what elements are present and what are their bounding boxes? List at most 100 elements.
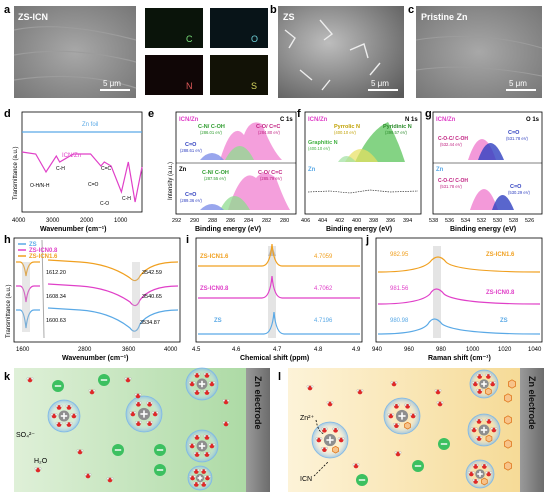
tick-label: 1020	[498, 347, 512, 353]
peak-value: (286.01 eV)	[200, 130, 222, 135]
sample-tag: ICN/Zn	[308, 117, 328, 123]
tick-label: 284	[244, 218, 253, 224]
eds-map-n	[145, 55, 203, 95]
fit-peak	[478, 143, 504, 160]
peak-label: C=O	[185, 142, 197, 148]
tick-label: 960	[404, 347, 415, 353]
tick-label: 406	[301, 218, 310, 224]
panel-letter-l: l	[278, 371, 281, 383]
tick-label: 3600	[122, 347, 136, 353]
peak-value: (289.36 eV)	[180, 198, 202, 203]
annotation-cc: C=C	[101, 166, 112, 172]
electrode-label: Zn electrode	[527, 376, 537, 430]
legend-zs-icn0.8: ZS-ICN0.8	[29, 248, 58, 254]
sulfate-label: SO₄²⁻	[16, 432, 35, 439]
eds-label-c: C	[186, 34, 193, 44]
x-axis-label: Binding energy (eV)	[326, 226, 392, 233]
spectrum-zs	[377, 318, 541, 335]
spectrum-zs-icn1.6	[198, 243, 360, 267]
peak-value: (400.10 eV)	[308, 146, 330, 151]
tick-label: 536	[445, 218, 454, 224]
peak-value: (531.78 eV)	[440, 184, 462, 189]
series-label: ZS-ICN0.8	[486, 290, 515, 296]
peak-value: (285.79 eV)	[260, 176, 282, 181]
eds-map-c	[145, 8, 203, 48]
series-value: 4.7062	[314, 286, 333, 292]
edge-tag: C 1s	[280, 117, 293, 123]
edge-tag: N 1s	[405, 117, 418, 123]
panel-letter-a: a	[4, 4, 11, 16]
series-label: ZS-ICN1.6	[200, 254, 229, 260]
legend-zn-foil: Zn foil	[82, 122, 98, 128]
fit-peak	[492, 195, 514, 210]
y-axis-label: Intensity (a.u.)	[168, 162, 174, 200]
spectrum-line	[21, 151, 143, 203]
eds-label-s: S	[251, 81, 257, 91]
legend-zs: ZS	[29, 242, 37, 248]
spectrum-zs-icn0.8	[377, 288, 541, 305]
tick-label: 286	[226, 218, 235, 224]
series-value: 981.56	[390, 286, 409, 292]
series-label: ZS	[214, 318, 222, 324]
spectrum-zs-icn1.6	[47, 259, 179, 282]
peak-label: C-O-C/ C-OH	[438, 178, 468, 184]
panel-letter-c: c	[408, 4, 414, 16]
panel-e: ICN/Zn C 1s Zn C=O (288.61 eV) C-N/ C-OH…	[168, 111, 297, 233]
series-value: 980.98	[390, 318, 409, 324]
panel-b: ZS 5 μm	[278, 6, 404, 98]
tick-label: 4.6	[232, 347, 241, 353]
tick-label: 1600	[16, 347, 30, 353]
sample-tag: ICN/Zn	[179, 117, 199, 123]
peak-label: C-O/ C=C	[258, 170, 282, 176]
tick-label: 398	[369, 218, 378, 224]
tick-label: 530	[493, 218, 502, 224]
icn-molecule	[404, 421, 411, 430]
tick-label: 4.8	[314, 347, 323, 353]
peak-value: (531.78 eV)	[506, 136, 528, 141]
icn-molecule	[503, 461, 513, 471]
tick-label: 280	[280, 218, 289, 224]
x-axis-label: Wavenumber (cm⁻¹)	[40, 226, 106, 233]
panel-h: ZS ZS-ICN0.8 ZS-ICN1.6 1612.20 1608.34 1…	[6, 237, 181, 362]
y-axis-label: Transmittance (a.u.)	[6, 285, 12, 338]
panel-letter-k: k	[4, 371, 11, 383]
peak-value: (399.57 eV)	[385, 130, 407, 135]
peak-value: (284.80 eV)	[258, 130, 280, 135]
panel-letter-i: i	[186, 234, 189, 246]
tick-label: 290	[190, 218, 199, 224]
shift-arrow	[268, 246, 276, 256]
series-value: 4.7059	[314, 254, 333, 260]
series-label: ZS-ICN0.8	[200, 286, 229, 292]
zn-electrode	[246, 368, 270, 492]
panel-l: Zn electrode Zn²⁺ ICN	[288, 368, 544, 492]
eds-label-o: O	[251, 34, 258, 44]
panel-letter-b: b	[270, 4, 277, 16]
x-axis-label: Binding energy (eV)	[450, 226, 516, 233]
peak-value: 3540.65	[142, 294, 162, 300]
desolvation-arrow	[315, 419, 325, 435]
plot-frame	[21, 111, 143, 213]
spectrum-zs-icn1.6	[16, 261, 40, 277]
plot-frame	[195, 237, 363, 343]
annotation-co-double: C=O	[88, 182, 99, 188]
panel-letter-d: d	[4, 108, 11, 120]
series-label: ZS-ICN1.6	[486, 252, 515, 258]
peak-value: (400.10 eV)	[334, 130, 356, 135]
peak-value: 3534.87	[140, 320, 160, 326]
peak-label: C-O-C/ C-OH	[438, 136, 468, 142]
icn-molecule	[503, 439, 513, 449]
peak-value: 1608.34	[46, 294, 66, 300]
tick-label: 4.9	[352, 347, 361, 353]
peak-label: Pyrrolic N	[334, 124, 360, 130]
legend-icn-zn: ICN/Zn	[62, 153, 81, 159]
tick-label: 4000	[164, 347, 178, 353]
sem-image-zs	[278, 6, 404, 98]
peak-label: Graphitic N	[308, 140, 338, 146]
highlight-band	[433, 246, 441, 338]
tick-label: 526	[525, 218, 534, 224]
icn-molecule	[484, 387, 492, 396]
water-label: H₂O	[34, 458, 48, 465]
tick-label: 940	[372, 347, 383, 353]
tick-label: 282	[262, 218, 271, 224]
